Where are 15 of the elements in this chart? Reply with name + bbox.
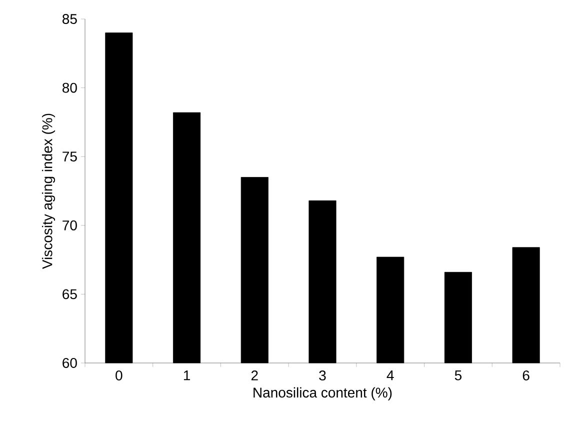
- x-axis-title: Nanosilica content (%): [254, 387, 392, 400]
- x-tick-label: 2: [251, 370, 258, 380]
- x-tick-label: 1: [184, 370, 190, 380]
- y-tick-label: 70: [62, 220, 77, 230]
- y-tick-label: 80: [62, 82, 77, 93]
- y-tick-label: 85: [62, 14, 77, 24]
- y-tick-label: 65: [62, 289, 77, 300]
- x-tick-label: 0: [116, 370, 122, 380]
- y-tick-label: 60: [62, 358, 77, 368]
- x-tick-label: 3: [319, 370, 326, 380]
- y-axis-title: Viscosity aging index (%): [42, 114, 56, 269]
- x-tick-label: 4: [386, 370, 394, 380]
- y-tick-label: 75: [62, 152, 77, 162]
- x-tick-label: 6: [522, 370, 530, 380]
- x-tick-label: 5: [454, 370, 462, 380]
